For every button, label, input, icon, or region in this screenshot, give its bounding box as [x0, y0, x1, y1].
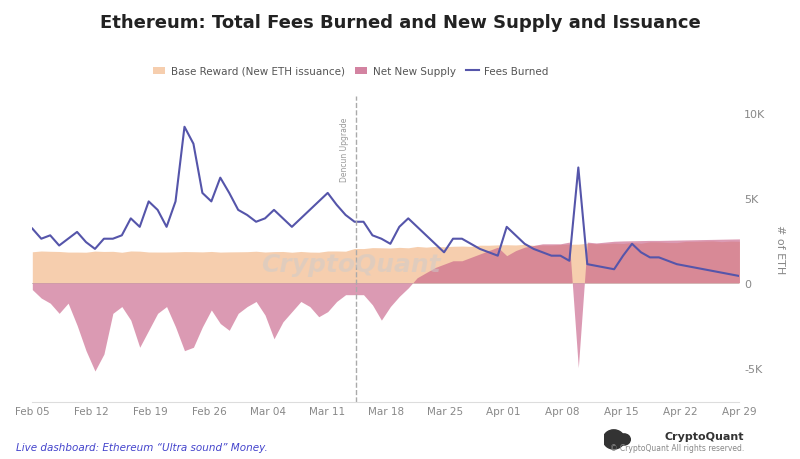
- Text: © CryptoQuant All rights reserved.: © CryptoQuant All rights reserved.: [610, 443, 744, 452]
- Text: CryptoQuant: CryptoQuant: [665, 431, 744, 441]
- Text: Dencun Upgrade: Dencun Upgrade: [340, 118, 350, 182]
- Text: Ethereum: Total Fees Burned and New Supply and Issuance: Ethereum: Total Fees Burned and New Supp…: [100, 14, 700, 32]
- Circle shape: [603, 430, 625, 449]
- Y-axis label: # of ETH: # of ETH: [775, 225, 785, 274]
- Text: CryptoQuant: CryptoQuant: [261, 252, 440, 277]
- Legend: Base Reward (New ETH issuance), Net New Supply, Fees Burned: Base Reward (New ETH issuance), Net New …: [149, 62, 552, 81]
- Text: Live dashboard: Ethereum “Ultra sound” Money.: Live dashboard: Ethereum “Ultra sound” M…: [16, 442, 268, 452]
- Circle shape: [618, 434, 630, 445]
